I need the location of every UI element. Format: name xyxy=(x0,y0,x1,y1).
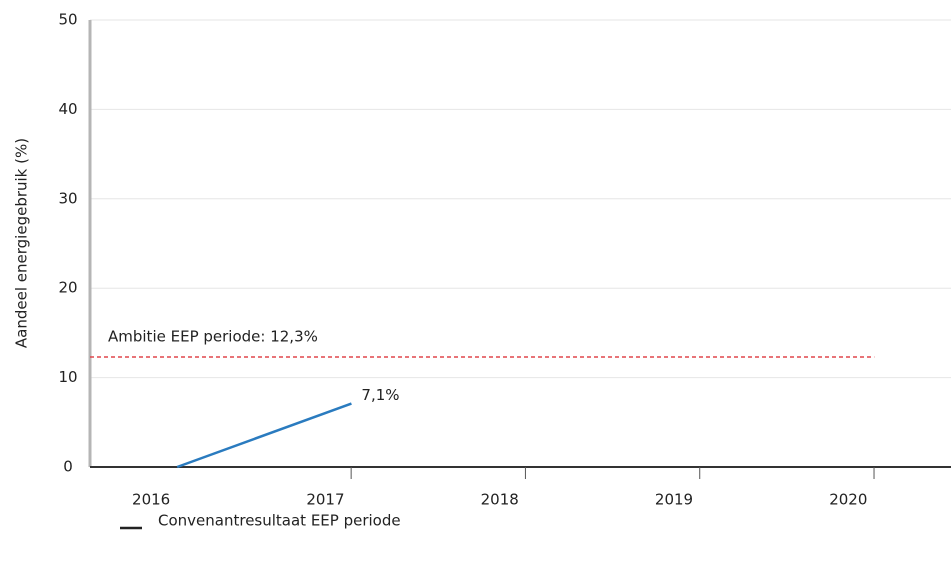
reference-label: Ambitie EEP periode: 12,3% xyxy=(108,328,318,346)
x-tick-label: 2017 xyxy=(306,491,344,509)
y-tick-label: 30 xyxy=(58,189,77,207)
x-tick-label: 2016 xyxy=(132,491,170,509)
data-line xyxy=(176,402,352,469)
y-tick-label: 10 xyxy=(58,368,77,386)
y-tick-label: 0 xyxy=(63,458,73,476)
x-tick-label: 2019 xyxy=(655,491,693,509)
x-tick-label: 2018 xyxy=(481,491,519,509)
y-tick-label: 40 xyxy=(58,100,77,118)
data-label: 7,1% xyxy=(361,386,399,404)
y-tick-label: 20 xyxy=(58,279,77,297)
legend-label: Convenantresultaat EEP periode xyxy=(158,512,401,530)
y-tick-label: 50 xyxy=(58,11,77,29)
x-tick-label: 2020 xyxy=(829,491,867,509)
y-axis-label: Aandeel energiegebruik (%) xyxy=(13,138,31,348)
